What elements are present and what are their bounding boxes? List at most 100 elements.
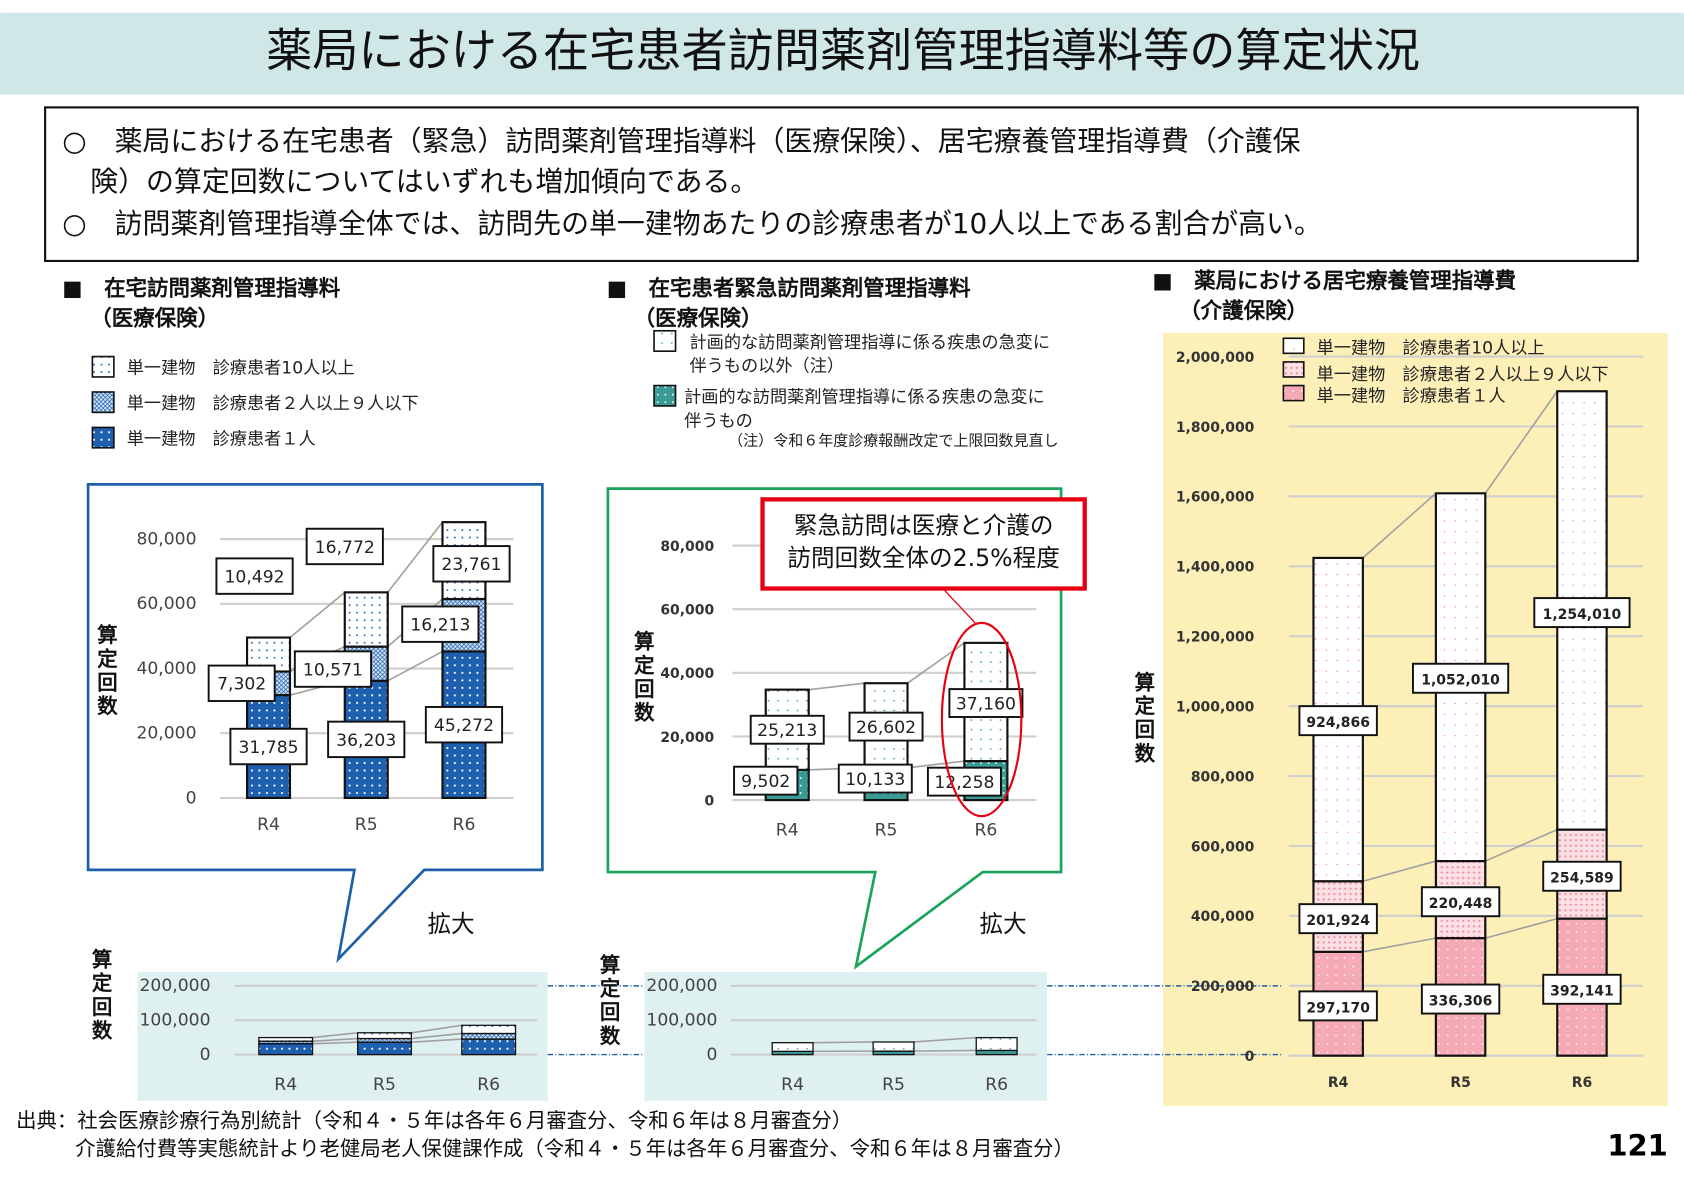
data-label-box — [424, 706, 504, 744]
legend-swatch — [1282, 384, 1305, 402]
mini-chart2-background — [644, 971, 1048, 1101]
y-tick-label: 1,600,000 — [1176, 490, 1255, 506]
y-tick-label: 0 — [186, 788, 197, 808]
callout-text: 緊急訪問は医療と介護の — [794, 512, 1054, 540]
bar-segment — [461, 1024, 517, 1035]
bar-segment — [975, 1036, 1018, 1052]
data-label: 254,589 — [1550, 871, 1614, 887]
y-axis-title-char: 算 — [1135, 670, 1155, 694]
y-tick-label: 40,000 — [136, 659, 196, 679]
data-label-box — [229, 727, 308, 766]
section3-heading: ■ 薬局における居宅療養管理指導費 — [1152, 268, 1516, 294]
section1-subheading: （医療保険） — [90, 305, 219, 331]
x-tick-label: R5 — [875, 821, 898, 841]
legend-label: 伴うもの — [684, 411, 753, 431]
data-label: 10,133 — [845, 770, 905, 790]
series-line — [387, 521, 444, 593]
series-line — [812, 1041, 874, 1044]
data-label: 220,448 — [1429, 896, 1493, 912]
data-label-box — [733, 765, 799, 796]
series-line — [1484, 390, 1558, 494]
y-tick-label: 800,000 — [1191, 769, 1255, 785]
data-label-box — [432, 545, 511, 583]
summary-line: 険）の算定回数についてはいずれも増加傾向である。 — [62, 165, 758, 198]
chart-3: 0 200,000 400,000 600,000 800,000 1,000,000 1,… — [1135, 350, 1644, 1091]
data-label-box — [926, 766, 1002, 797]
legend-label: 単一建物 診療患者10人以上 — [1317, 338, 1545, 358]
data-label: 12,258 — [934, 773, 994, 793]
legend-label: 計画的な訪問薬剤管理指導に係る疾患の急変に — [690, 333, 1051, 353]
legend3: 単一建物 診療患者10人以上 単一建物 診療患者２人以上９人以下 単一建物 診療… — [1282, 337, 1609, 407]
y-tick-label: 200,000 — [140, 976, 211, 996]
title-band — [0, 12, 1684, 95]
bar-segment — [461, 1032, 517, 1040]
x-tick-label: R6 — [477, 1075, 500, 1095]
y-tick-label: 1,200,000 — [1176, 630, 1255, 646]
legend-label: 単一建物 診療患者１人 — [127, 430, 316, 450]
highlight-ellipse — [940, 621, 1023, 818]
data-label: 23,761 — [441, 555, 501, 575]
series-line — [1485, 917, 1558, 939]
data-label-box — [1298, 990, 1378, 1022]
bar-segment — [343, 591, 389, 648]
legend-label: 単一建物 診療患者２人以上９人以下 — [127, 394, 419, 414]
data-label-box — [837, 763, 913, 794]
y-tick-label: 60,000 — [660, 603, 714, 619]
zoom-label: 拡大 — [427, 910, 474, 938]
legend-note: （注）令和６年度診療報酬改定で上限回数見直し — [728, 432, 1058, 450]
x-tick-label: R6 — [974, 821, 997, 841]
y-tick-label: 40,000 — [660, 666, 714, 682]
bar-segment — [461, 1038, 517, 1056]
legend-label: 単一建物 診療患者10人以上 — [127, 359, 355, 379]
section1-heading: ■ 在宅訪問薬剤管理指導料 — [62, 275, 340, 301]
x-tick-label: R4 — [781, 1075, 804, 1095]
legend-swatch — [91, 355, 115, 378]
data-label: 7,302 — [217, 675, 266, 695]
data-label: 45,272 — [434, 716, 494, 736]
y-tick-label: 20,000 — [660, 730, 714, 746]
data-label-box — [749, 714, 825, 745]
x-tick-label: R6 — [453, 815, 476, 835]
legend-swatch — [1282, 337, 1305, 355]
x-tick-label: R5 — [373, 1075, 396, 1095]
y-tick-label: 80,000 — [660, 539, 714, 555]
data-label: 336,306 — [1429, 993, 1493, 1009]
footnote: 介護給付費等実態統計より老健局老人保健課作成（令和４・５年は各年６月審査分、令和… — [75, 1137, 1074, 1161]
series-line — [913, 1036, 977, 1043]
bar-segment — [357, 1041, 412, 1056]
data-label: 9,502 — [741, 772, 790, 792]
legend2: 計画的な訪問薬剤管理指導に係る疾患の急変に 伴うもの以外（注） 計画的な訪問薬剤… — [653, 329, 1059, 450]
series-line — [913, 1049, 977, 1052]
legend1: 単一建物 診療患者10人以上 単一建物 診療患者２人以上９人以下 単一建物 診療… — [91, 355, 419, 450]
callout-box — [760, 497, 1087, 591]
legend-label: 単一建物 診療患者２人以上９人以下 — [1317, 365, 1609, 385]
data-label-box — [401, 605, 480, 643]
series-line — [387, 650, 443, 682]
y-tick-label: 1,400,000 — [1176, 560, 1255, 576]
data-label: 25,213 — [757, 721, 817, 741]
data-label-box — [1420, 886, 1501, 918]
summary-line: ○ 訪問薬剤管理指導全体では、訪問先の単一建物あたりの診療患者が10人以上である… — [62, 207, 1322, 240]
bar-segment — [258, 1043, 314, 1056]
data-label-box — [1533, 597, 1631, 629]
data-label-box — [215, 557, 294, 595]
y-tick-label: 1,800,000 — [1176, 420, 1255, 436]
data-label: 16,772 — [315, 538, 375, 558]
chart-5: 0 100,000 200,000 算定回数 R4 R5 R6 — [600, 953, 1037, 1095]
data-label-box — [848, 711, 924, 742]
footnote: 出典：社会医療診療行為別統計（令和４・５年は各年６月審査分、令和６年は８月審査分… — [16, 1109, 852, 1133]
data-label: 10,571 — [303, 661, 363, 681]
section3-subheading: （介護保険） — [1179, 298, 1308, 324]
y-axis-title-char: 数 — [92, 1018, 113, 1042]
legend-label: 伴うもの以外（注） — [690, 357, 845, 377]
y-tick-label: 20,000 — [136, 724, 196, 744]
section2-heading: ■ 在宅患者緊急訪問薬剤管理指導料 — [607, 275, 971, 301]
y-axis-title-char: 定 — [600, 977, 621, 1001]
data-label: 297,170 — [1306, 1000, 1370, 1016]
scale-reference-lines — [547, 985, 1284, 1056]
section2-subheading: （医療保険） — [634, 305, 763, 331]
series-line — [289, 591, 346, 639]
y-tick-label: 0 — [200, 1045, 211, 1065]
data-label: 26,602 — [856, 718, 916, 738]
